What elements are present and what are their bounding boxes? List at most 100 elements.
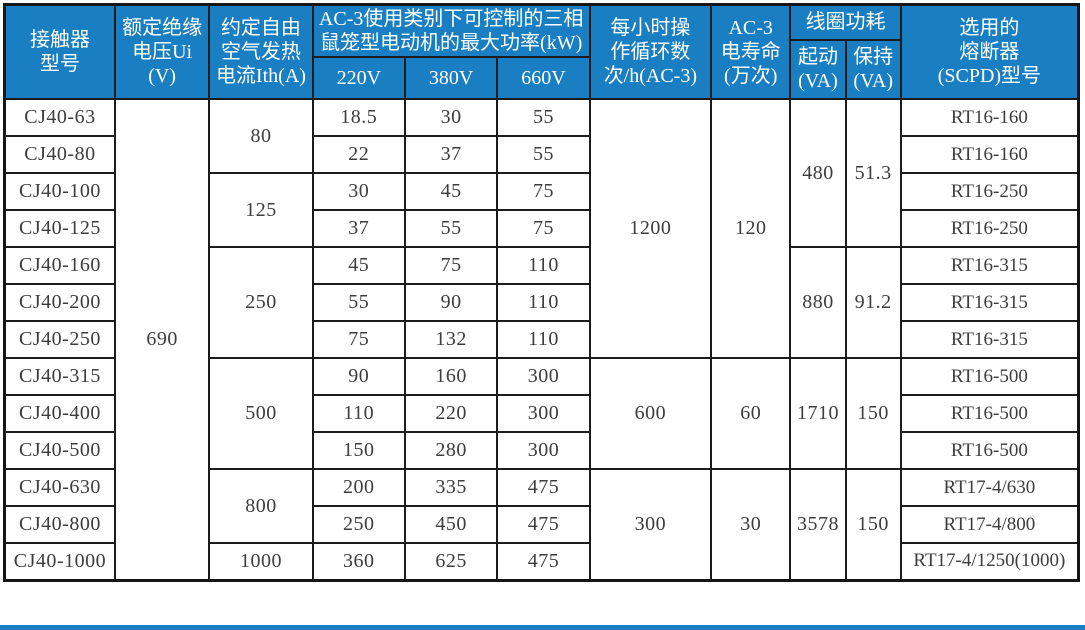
fuse-cell: RT16-250 [899,172,1080,211]
header-cycles: 每小时操 作循环数 次/h(AC-3) [588,3,713,100]
header-power-660: 660V [496,56,591,100]
power-660-cell: 55 [496,135,591,174]
table-row: CJ40-1000 1000 360 625 475 RT17-4/1250(1000) [3,542,1080,581]
header-row-coil-sub: 起动 (VA) 保持 (VA) [5,38,1079,100]
power-660-cell: 475 [496,542,591,581]
power-380-cell: 75 [403,246,499,285]
coil-start-cell: 3578 [789,468,847,581]
table-row: CJ40-100 125 30 45 75 RT16-250 [3,172,1080,248]
power-220-cell: 18.5 [311,98,406,137]
model-cell: CJ40-250 [3,320,116,359]
coil-start-cell: 480 [789,98,847,248]
coil-start-cell: 880 [789,246,847,359]
power-380-cell: 132 [403,320,499,359]
table-header: 接触器 型号 额定绝缘 电压Ui (V) 约定自由 空气发热 电流Ith(A) … [3,3,1080,100]
power-380-cell: 220 [403,394,499,433]
power-660-cell: 300 [496,357,591,396]
model-cell: CJ40-630 [3,468,116,507]
coil-hold-cell: 91.2 [844,246,902,359]
cycles-cell: 1200 [588,98,713,359]
fuse-cell: RT16-315 [899,246,1080,285]
life-cell: 30 [710,468,792,581]
power-220-cell: 90 [311,357,406,396]
fuse-cell: RT17-4/630 [899,468,1080,507]
header-row-voltage-sub: 220V 380V 660V [5,56,1079,100]
header-insulation-voltage: 额定绝缘 电压Ui (V) [113,3,211,100]
power-380-cell: 160 [403,357,499,396]
model-cell: CJ40-80 [3,135,116,174]
header-power-group: AC-3使用类别下可控制的三相 鼠笼型电动机的最大功率(kW) [311,3,591,58]
model-cell: CJ40-1000 [3,542,116,581]
model-cell: CJ40-200 [3,283,116,322]
fuse-cell: RT16-500 [899,394,1080,433]
fuse-cell: RT16-250 [899,209,1080,248]
model-cell: CJ40-125 [3,209,116,248]
fuse-cell: RT16-160 [899,135,1080,174]
power-220-cell: 55 [311,283,406,322]
model-cell: CJ40-315 [3,357,116,396]
power-220-cell: 30 [311,172,406,211]
power-220-cell: 250 [311,505,406,544]
power-380-cell: 55 [403,209,499,248]
table-row: CJ40-800 250 450 475 RT17-4/800 [3,505,1080,544]
power-220-cell: 37 [311,209,406,248]
power-660-cell: 475 [496,505,591,544]
fuse-cell: RT16-315 [899,283,1080,322]
fuse-cell: RT16-500 [899,431,1080,470]
header-electrical-life: AC-3 电寿命 (万次) [710,3,792,100]
power-220-cell: 360 [311,542,406,581]
power-380-cell: 30 [403,98,499,137]
power-660-cell: 75 [496,172,591,211]
header-model: 接触器 型号 [3,3,116,100]
life-cell: 60 [710,357,792,470]
power-380-cell: 625 [403,542,499,581]
header-thermal-current: 约定自由 空气发热 电流Ith(A) [208,3,314,100]
table-row: CJ40-315 500 90 160 300 600 60 1710 150 RT16-500 [3,357,1080,470]
bottom-accent-bar [0,625,1085,630]
header-coil-group: 线圈功耗 [789,3,902,41]
power-660-cell: 300 [496,394,591,433]
header-row-top: 接触器 型号 额定绝缘 电压Ui (V) 约定自由 空气发热 电流Ith(A) … [3,3,1080,100]
power-660-cell: 55 [496,98,591,137]
power-660-cell: 110 [496,283,591,322]
fuse-cell: RT16-160 [899,98,1080,137]
ith-cell: 250 [208,246,314,359]
model-cell: CJ40-500 [3,431,116,470]
power-380-cell: 37 [403,135,499,174]
ith-cell: 125 [208,172,314,248]
header-coil-hold: 保持 (VA) [844,38,902,100]
power-220-cell: 200 [311,468,406,507]
contactor-spec-page: 接触器 型号 额定绝缘 电压Ui (V) 约定自由 空气发热 电流Ith(A) … [0,3,1085,630]
model-cell: CJ40-63 [3,98,116,137]
power-380-cell: 280 [403,431,499,470]
power-660-cell: 475 [496,468,591,507]
power-220-cell: 110 [311,394,406,433]
contactor-spec-table: 接触器 型号 额定绝缘 电压Ui (V) 约定自由 空气发热 电流Ith(A) … [3,3,1080,582]
power-220-cell: 75 [311,320,406,359]
fuse-cell: RT16-500 [899,357,1080,396]
coil-hold-cell: 150 [844,357,902,470]
power-220-cell: 22 [311,135,406,174]
ith-cell: 1000 [208,542,314,581]
coil-hold-cell: 150 [844,468,902,581]
table-body: CJ40-63 690 80 18.5 30 55 1200 120 480 51.3 RT16-1… [3,98,1080,581]
ith-cell: 80 [208,98,314,174]
model-cell: CJ40-400 [3,394,116,433]
header-fuse: 选用的 熔断器 (SCPD)型号 [899,3,1080,100]
fuse-cell: RT16-315 [899,320,1080,359]
model-cell: CJ40-160 [3,246,116,285]
coil-hold-cell: 51.3 [844,98,902,248]
header-coil-start: 起动 (VA) [789,38,847,100]
table-row: CJ40-80 22 37 55 RT16-160 [3,135,1080,174]
model-cell: CJ40-100 [3,172,116,211]
power-380-cell: 90 [403,283,499,322]
power-660-cell: 110 [496,320,591,359]
model-cell: CJ40-800 [3,505,116,544]
ui-cell: 690 [113,98,211,581]
coil-start-cell: 1710 [789,357,847,470]
table-row: CJ40-500 150 280 300 RT16-500 [3,431,1080,470]
ith-cell: 800 [208,468,314,544]
power-660-cell: 300 [496,431,591,470]
table-row: CJ40-160 250 45 75 110 880 91.2 RT16-315 [3,246,1080,359]
cycles-cell: 300 [588,468,713,581]
